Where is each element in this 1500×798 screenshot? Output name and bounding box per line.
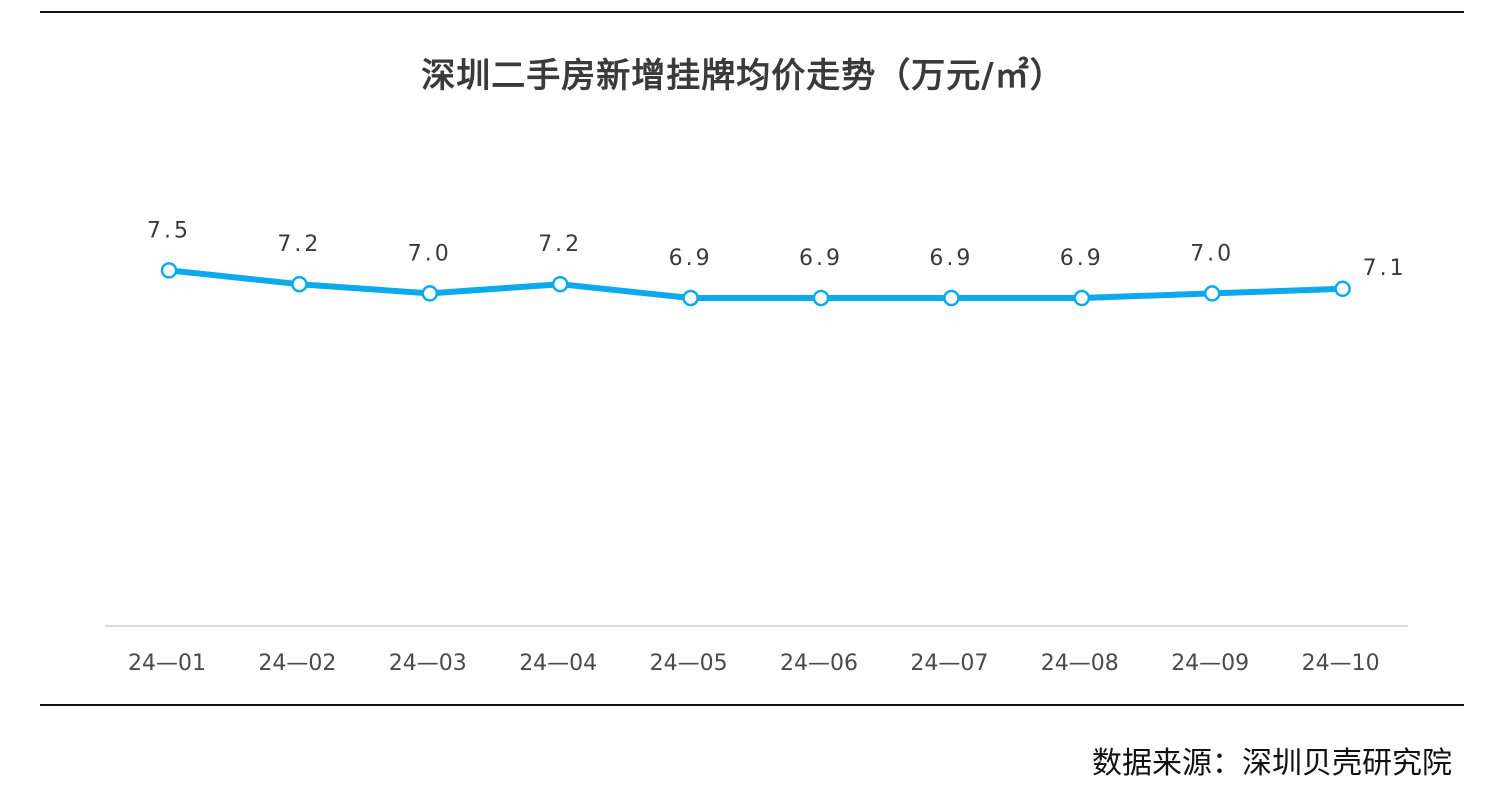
- x-tick-label-24-10: 24—10: [1302, 651, 1380, 676]
- data-label-24-02: 7.2: [277, 232, 321, 257]
- x-tick-label-24-07: 24—07: [910, 651, 988, 676]
- data-point-24-03: [421, 285, 439, 302]
- data-point-24-08: [1073, 289, 1091, 307]
- data-label-24-01: 7.5: [147, 218, 191, 243]
- data-point-24-02: [291, 275, 308, 293]
- x-tick-group: 24—01 24—02 24—03 24—04 24—05 24—06 24—07 24—08…: [128, 651, 1380, 676]
- source-note: 数据来源：深圳贝壳研究院: [1092, 746, 1452, 781]
- data-point-24-09: [1203, 285, 1221, 302]
- x-tick-label-24-01: 24—01: [128, 651, 206, 676]
- data-label-24-03: 7.0: [408, 241, 452, 266]
- x-tick-label-24-03: 24—03: [389, 651, 467, 676]
- x-tick-label-24-05: 24—05: [650, 651, 728, 676]
- x-tick-label-24-08: 24—08: [1041, 651, 1119, 676]
- series-line: [166, 267, 1346, 301]
- data-point-24-07: [943, 289, 960, 307]
- data-label-24-05: 6.9: [669, 246, 713, 271]
- data-point-24-05: [682, 289, 699, 307]
- data-label-24-06: 6.9: [799, 246, 843, 271]
- chart-title: 深圳二手房新增挂牌均价走势（万元/㎡）: [421, 56, 1065, 96]
- top-rule: [40, 11, 1464, 13]
- data-label-24-04: 7.2: [538, 232, 582, 257]
- data-label-24-07: 6.9: [929, 246, 973, 271]
- data-point-24-01: [160, 262, 178, 279]
- data-label-24-10: 7.1: [1363, 256, 1407, 281]
- data-point-24-04: [551, 275, 569, 293]
- x-tick-label-24-04: 24—04: [519, 651, 597, 676]
- data-label-24-08: 6.9: [1060, 246, 1104, 271]
- data-label-24-09: 7.0: [1190, 241, 1234, 266]
- data-point-24-06: [812, 289, 830, 307]
- data-label-group: 7.5 7.2 7.0 7.2 6.9 6.9 6.9 6.9 7.0 7.1: [147, 218, 1407, 281]
- series-group: [160, 262, 1351, 307]
- x-tick-label-24-09: 24—09: [1171, 651, 1249, 676]
- bottom-rule: [40, 704, 1464, 706]
- x-tick-label-24-06: 24—06: [780, 651, 858, 676]
- x-tick-label-24-02: 24—02: [258, 651, 336, 676]
- data-point-24-10: [1334, 280, 1351, 298]
